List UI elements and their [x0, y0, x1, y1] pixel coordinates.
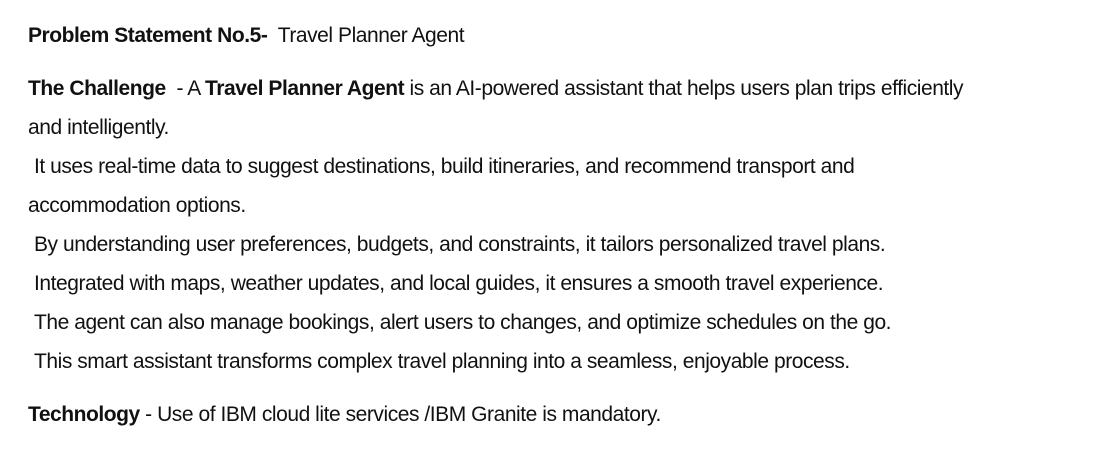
challenge-line-1-rest: is an AI-powered assistant that helps us… [404, 77, 964, 100]
challenge-paragraph: The Challenge - A Travel Planner Agent i… [28, 69, 1074, 381]
technology-line: Technology - Use of IBM cloud lite servi… [28, 395, 1074, 434]
challenge-line-7: The agent can also manage bookings, aler… [34, 311, 892, 334]
problem-title: Travel Planner Agent [277, 24, 465, 47]
challenge-line-3: It uses real-time data to suggest destin… [34, 155, 855, 178]
challenge-label: The Challenge [28, 77, 166, 100]
challenge-line-5: By understanding user preferences, budge… [34, 233, 886, 256]
technology-text: - Use of IBM cloud lite services /IBM Gr… [139, 403, 661, 426]
challenge-dash: - A [165, 77, 206, 100]
challenge-line-2: and intelligently. [28, 116, 169, 139]
challenge-line-4: accommodation options. [28, 194, 246, 217]
problem-statement-heading: Problem Statement No.5- Travel Planner A… [28, 16, 1074, 55]
technology-label: Technology [28, 403, 140, 426]
challenge-line-8: This smart assistant transforms complex … [34, 350, 850, 373]
heading-separator [267, 24, 277, 47]
problem-statement-label: Problem Statement No.5- [28, 24, 268, 47]
challenge-line-6: Integrated with maps, weather updates, a… [34, 272, 884, 295]
agent-name: Travel Planner Agent [205, 77, 405, 100]
challenge-line-1: The Challenge - A Travel Planner Agent i… [28, 69, 1074, 108]
